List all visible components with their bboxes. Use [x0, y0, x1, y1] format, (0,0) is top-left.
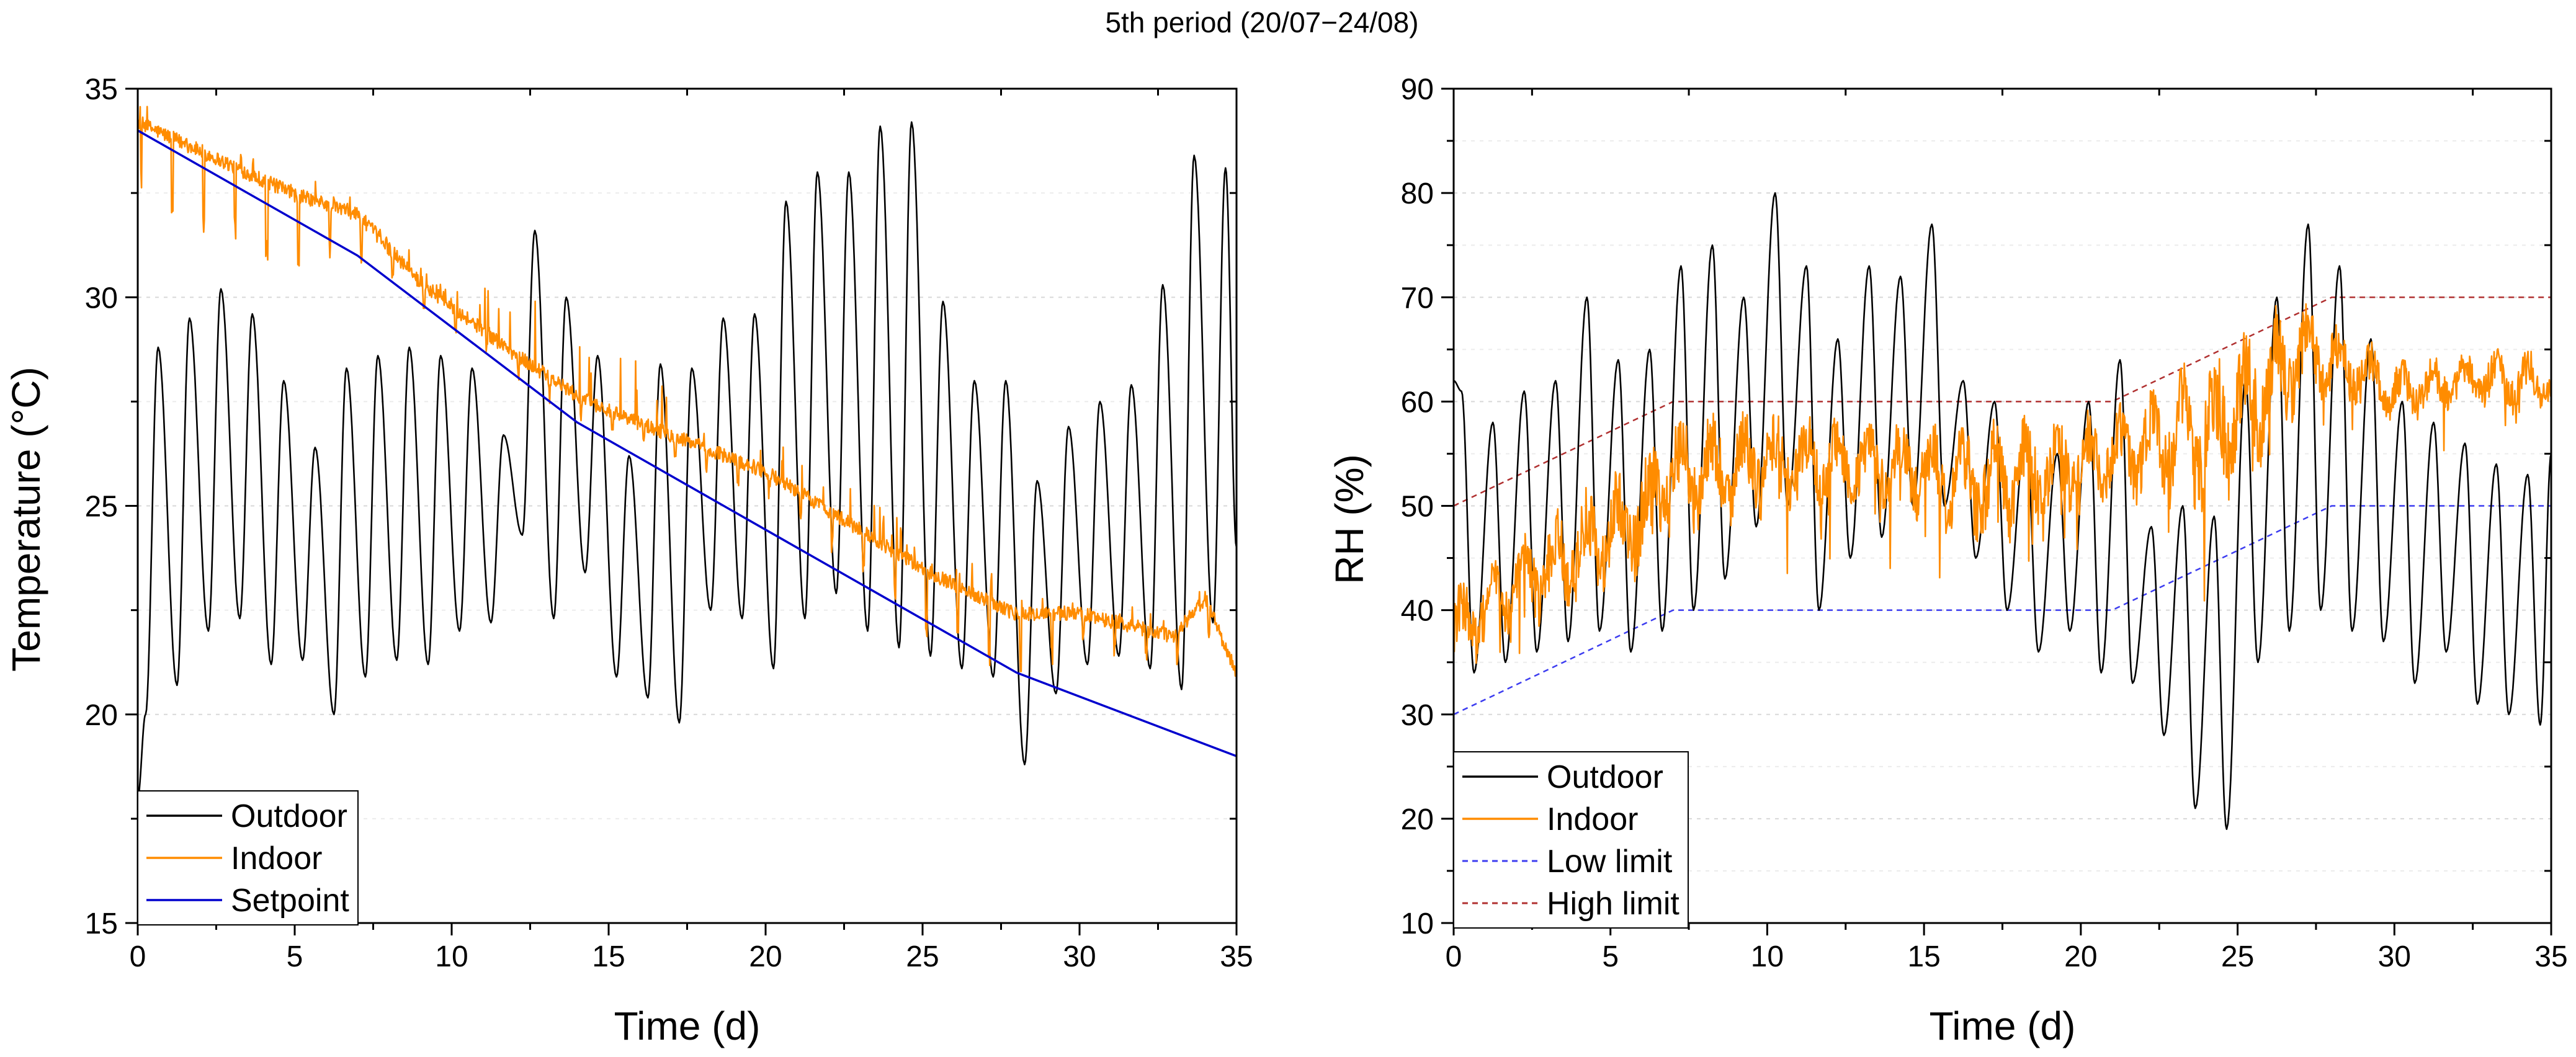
- x-axis-title: Time (d): [614, 1004, 761, 1048]
- y-axis-title: RH (%): [1327, 454, 1372, 584]
- legend-label: Outdoor: [231, 798, 347, 834]
- legend-item: Indoor: [146, 841, 322, 876]
- y-tick-label: 30: [1401, 699, 1434, 732]
- y-tick-label: 35: [85, 73, 118, 106]
- x-tick-label: 5: [1602, 940, 1619, 973]
- y-tick-label: 10: [1401, 908, 1434, 940]
- x-tick-label: 10: [435, 940, 468, 973]
- x-tick-label: 35: [1220, 940, 1253, 973]
- series-line-outdoor: [138, 121, 1237, 798]
- x-tick-label: 20: [749, 940, 782, 973]
- legend-item: Outdoor: [1462, 759, 1663, 795]
- y-tick-label: 80: [1401, 177, 1434, 210]
- y-tick-label: 25: [85, 491, 118, 524]
- y-tick-label: 40: [1401, 595, 1434, 628]
- series-group: [138, 105, 1237, 798]
- x-tick-label: 0: [130, 940, 146, 973]
- x-tick-label: 5: [287, 940, 303, 973]
- temperature-chart: 0 5 10 15 20 25 30 35 15 20 25 30 35 Time (d) Temperat…: [4, 73, 1253, 1048]
- legend-box: [1453, 751, 1689, 929]
- legend: Outdoor Indoor Low limit High limit: [1453, 751, 1689, 929]
- legend-label: Indoor: [231, 841, 322, 876]
- y-tick-label: 20: [85, 699, 118, 732]
- legend-label: Outdoor: [1547, 759, 1663, 795]
- legend-label: Indoor: [1547, 801, 1638, 837]
- x-tick-label: 25: [2221, 940, 2254, 973]
- y-tick-label: 70: [1401, 282, 1434, 314]
- x-tick-label: 10: [1751, 940, 1784, 973]
- x-tick-label: 0: [1446, 940, 1462, 973]
- legend: Outdoor Indoor Setpoint: [137, 790, 359, 925]
- humidity-chart: 0 5 10 15 20 25 30 35 10 20 30 40 50 60 70 80 90 Time (d)…: [1327, 73, 2568, 1048]
- figure-title: 5th period (20/07−24/08): [1105, 6, 1418, 38]
- y-tick-label: 90: [1401, 73, 1434, 106]
- series-group: [1454, 192, 2551, 830]
- legend-label: Setpoint: [231, 883, 349, 919]
- x-tick-label: 25: [906, 940, 939, 973]
- x-axis-title: Time (d): [1930, 1004, 2076, 1048]
- series-line-indoor: [138, 105, 1237, 677]
- x-tick-label: 30: [2378, 940, 2411, 973]
- x-tick-label: 15: [1907, 940, 1940, 973]
- legend-item: Outdoor: [146, 798, 347, 834]
- x-tick-label: 15: [592, 940, 625, 973]
- legend-label: Low limit: [1547, 844, 1673, 880]
- y-tick-label: 50: [1401, 491, 1434, 524]
- y-tick-label: 15: [85, 908, 118, 940]
- x-tick-label: 30: [1063, 940, 1096, 973]
- x-axis: 0 5 10 15 20 25 30 35: [1446, 89, 2568, 973]
- legend-item: High limit: [1462, 886, 1679, 922]
- y-tick-label: 60: [1401, 386, 1434, 419]
- legend-item: Low limit: [1462, 844, 1673, 880]
- y-tick-label: 30: [85, 282, 118, 314]
- series-line-high-limit: [1454, 297, 2551, 507]
- x-tick-label: 35: [2534, 940, 2567, 973]
- series-line-indoor: [1454, 303, 2551, 664]
- y-axis-title: Temperature (°C): [4, 367, 48, 672]
- x-tick-label: 20: [2064, 940, 2097, 973]
- series-line-setpoint: [138, 129, 1237, 757]
- y-axis: 10 20 30 40 50 60 70 80 90: [1401, 73, 2551, 940]
- y-tick-label: 20: [1401, 803, 1434, 836]
- legend-item: Setpoint: [146, 883, 349, 919]
- series-line-low-limit: [1454, 505, 2551, 715]
- legend-label: High limit: [1547, 886, 1679, 922]
- y-axis: 15 20 25 30 35: [85, 73, 1237, 940]
- legend-item: Indoor: [1462, 801, 1638, 837]
- x-axis: 0 5 10 15 20 25 30 35: [130, 89, 1253, 973]
